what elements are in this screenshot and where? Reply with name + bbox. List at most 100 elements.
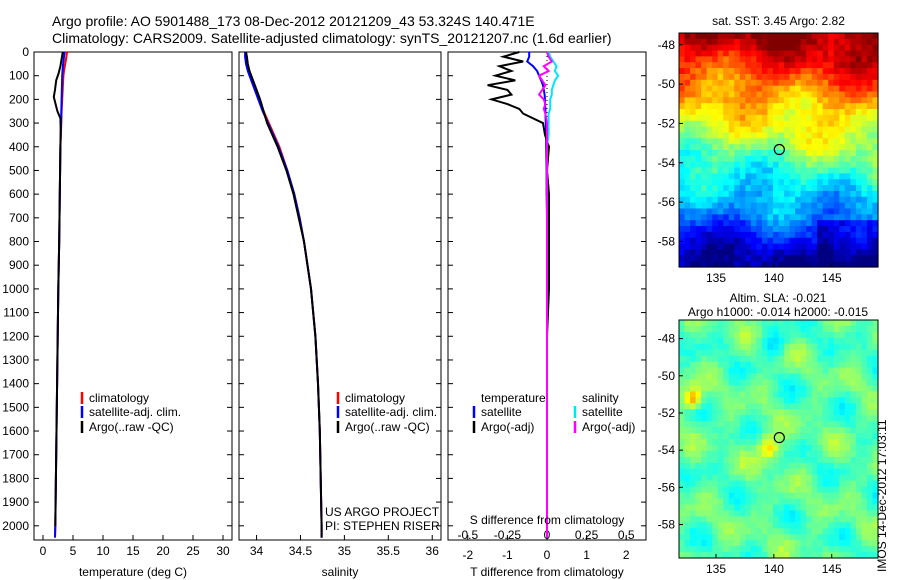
sla-map-cell xyxy=(767,456,774,464)
sst-map-cell xyxy=(789,126,796,134)
sst-map-cell xyxy=(690,202,697,210)
sla-map-cell xyxy=(855,534,863,541)
sst-map-cell xyxy=(739,68,746,75)
sst-map-cell xyxy=(795,179,802,186)
sla-map-cell xyxy=(739,397,746,404)
sst-map-cell xyxy=(679,261,686,268)
sla-map-cell xyxy=(795,349,802,357)
sla-map-cell xyxy=(712,480,719,488)
sla-map-cell xyxy=(723,331,730,339)
sla-map-cell xyxy=(756,355,763,363)
sla-map-cell xyxy=(855,421,863,428)
sst-map-cell xyxy=(684,91,691,98)
sst-map-cell xyxy=(739,138,746,145)
sst-map-cell xyxy=(745,114,752,122)
sla-map-cell xyxy=(844,355,851,363)
sla-map-cell xyxy=(806,337,813,345)
sla-map-cell xyxy=(679,320,686,327)
header-line-1: Argo profile: AO 5901488_173 08-Dec-2012… xyxy=(52,13,535,29)
sst-map-cell xyxy=(822,237,829,245)
sla-map-cell xyxy=(712,546,719,553)
sla-map-cell xyxy=(828,510,835,517)
sla-map-cell xyxy=(844,343,851,351)
sst-map-cell xyxy=(784,220,791,227)
sla-map-cell xyxy=(800,528,807,535)
sst-map-cell xyxy=(695,144,702,151)
sst-map-cell xyxy=(822,85,829,93)
sla-map-cell xyxy=(712,367,719,375)
sst-map-cell xyxy=(811,167,818,174)
sla-map-cell xyxy=(767,498,774,506)
sst-map-cell xyxy=(866,150,874,157)
sla-map-cell xyxy=(778,450,785,458)
sst-map-cell xyxy=(861,150,868,157)
sst-map-cell xyxy=(844,249,851,256)
sst-map-cell xyxy=(728,243,735,251)
sst-map-cell xyxy=(723,50,730,57)
sst-map-cell xyxy=(861,243,868,251)
sst-map-cell xyxy=(679,220,686,227)
sst-map-cell xyxy=(734,261,741,268)
sla-map-cell xyxy=(872,325,879,333)
sst-map-cell xyxy=(745,226,752,233)
sst-map-cell xyxy=(844,103,851,110)
sst-map-cell xyxy=(811,73,818,81)
sla-map-cell xyxy=(761,510,769,517)
sst-map-cell xyxy=(695,208,702,215)
sst-map-cell xyxy=(745,237,752,245)
sla-map-cell xyxy=(723,450,730,458)
sst-map-cell xyxy=(690,150,697,157)
sla-map-cell xyxy=(850,492,857,500)
sla-map-cell xyxy=(695,367,702,375)
sla-map-cell xyxy=(761,379,769,387)
sst-map-cell xyxy=(717,190,724,198)
sla-map-cell xyxy=(817,450,824,458)
sla-map-cell xyxy=(756,450,763,458)
sla-map-cell xyxy=(822,421,829,428)
sst-map-cell xyxy=(728,38,735,46)
sst-map-cell xyxy=(833,185,840,192)
sst-map-cell xyxy=(855,56,863,63)
sst-map-cell xyxy=(701,243,708,251)
sla-map-cell xyxy=(701,444,708,452)
sst-map-cell xyxy=(817,50,824,57)
sla-map-cell xyxy=(767,415,774,422)
sla-map-cell xyxy=(706,439,713,446)
sla-map-cell xyxy=(756,552,763,559)
sst-map-cell xyxy=(706,208,713,215)
sla-map-cell xyxy=(717,468,724,476)
sst-map-cell xyxy=(839,155,846,163)
sla-map-cell xyxy=(767,343,774,351)
sst-map-cell xyxy=(866,208,874,215)
sla-map-cell xyxy=(684,331,691,339)
sla-map-cell xyxy=(778,427,785,434)
sla-map-cell xyxy=(861,552,868,559)
sst-map-cell xyxy=(767,103,774,110)
sla-map-cell xyxy=(761,415,769,422)
sla-map-cell xyxy=(800,534,807,541)
sla-map-cell xyxy=(855,379,863,387)
sla-map-cell xyxy=(861,361,868,369)
sst-map-cell xyxy=(817,85,824,93)
sla-map-cell xyxy=(817,444,824,452)
sla-map-cell xyxy=(789,385,796,392)
sla-map-cell xyxy=(822,349,829,357)
sla-map-cell xyxy=(861,504,868,511)
sst-map-cell xyxy=(872,167,879,174)
sla-map-cell xyxy=(745,373,752,381)
sst-map-cell xyxy=(706,202,713,210)
sla-map-cell xyxy=(833,468,840,476)
sla-map-cell xyxy=(756,367,763,375)
temperature-x-tick-label: 15 xyxy=(126,544,140,558)
sla-map-cell xyxy=(772,325,780,333)
sla-map-cell xyxy=(844,385,851,392)
sla-map-cell xyxy=(822,456,829,464)
sla-map-cell xyxy=(817,510,824,517)
sst-map-cell xyxy=(811,50,818,57)
sla-map-cell xyxy=(690,349,697,357)
sst-map-cell xyxy=(806,179,813,186)
sla-map-cell xyxy=(761,468,769,476)
sla-map-cell xyxy=(706,409,713,416)
sst-map-cell xyxy=(784,226,791,233)
sst-map-cell xyxy=(728,150,735,157)
